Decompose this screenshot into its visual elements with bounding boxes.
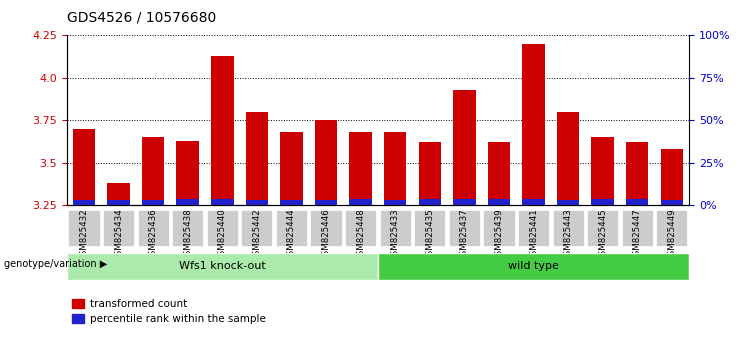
FancyBboxPatch shape [242,210,273,246]
FancyBboxPatch shape [345,210,376,246]
FancyBboxPatch shape [414,210,445,246]
Bar [661,149,683,205]
FancyBboxPatch shape [587,210,618,246]
Bar [211,199,233,205]
Text: GSM825437: GSM825437 [460,209,469,262]
Text: GSM825436: GSM825436 [149,209,158,262]
Bar [557,200,579,205]
Text: GDS4526 / 10576680: GDS4526 / 10576680 [67,11,216,25]
Text: wild type: wild type [508,261,559,272]
FancyBboxPatch shape [449,210,480,246]
Bar [280,200,303,205]
Text: GSM825432: GSM825432 [79,209,88,262]
Bar [245,112,268,205]
Bar [315,200,337,205]
Text: GSM825447: GSM825447 [633,209,642,262]
Bar [453,199,476,205]
FancyBboxPatch shape [553,210,584,246]
Bar [453,90,476,205]
FancyBboxPatch shape [68,210,99,246]
Text: GSM825444: GSM825444 [287,209,296,262]
Bar [488,199,510,205]
Text: GSM825440: GSM825440 [218,209,227,262]
Bar [176,141,199,205]
FancyBboxPatch shape [378,253,689,280]
Bar [142,200,165,205]
Text: Wfs1 knock-out: Wfs1 knock-out [179,261,266,272]
Bar [176,199,199,205]
Legend: transformed count, percentile rank within the sample: transformed count, percentile rank withi… [72,299,265,324]
FancyBboxPatch shape [657,210,688,246]
Bar [488,142,510,205]
Bar [280,132,303,205]
Text: GSM825439: GSM825439 [494,209,503,261]
FancyBboxPatch shape [622,210,653,246]
Bar [245,200,268,205]
Bar [349,132,372,205]
FancyBboxPatch shape [483,210,514,246]
Text: GSM825445: GSM825445 [598,209,607,262]
Text: GSM825448: GSM825448 [356,209,365,262]
Bar [522,199,545,205]
Text: GSM825438: GSM825438 [183,209,192,262]
Bar [522,44,545,205]
FancyBboxPatch shape [518,210,549,246]
Bar [384,200,406,205]
Bar [384,132,406,205]
Text: GSM825449: GSM825449 [668,209,677,261]
FancyBboxPatch shape [310,210,342,246]
Text: GSM825446: GSM825446 [322,209,330,262]
FancyBboxPatch shape [207,210,238,246]
Text: GSM825442: GSM825442 [253,209,262,262]
Bar [107,200,130,205]
Text: GSM825434: GSM825434 [114,209,123,262]
Bar [626,142,648,205]
Bar [591,199,614,205]
Bar [107,183,130,205]
Bar [315,120,337,205]
FancyBboxPatch shape [276,210,307,246]
Bar [557,112,579,205]
FancyBboxPatch shape [379,210,411,246]
FancyBboxPatch shape [67,253,378,280]
Bar [626,199,648,205]
Bar [142,137,165,205]
FancyBboxPatch shape [103,210,134,246]
Text: GSM825443: GSM825443 [564,209,573,262]
Text: GSM825441: GSM825441 [529,209,538,262]
Text: GSM825435: GSM825435 [425,209,434,262]
Bar [211,56,233,205]
Text: GSM825433: GSM825433 [391,209,399,262]
Bar [419,142,441,205]
Bar [349,199,372,205]
Text: genotype/variation ▶: genotype/variation ▶ [4,259,107,269]
Bar [419,199,441,205]
FancyBboxPatch shape [138,210,169,246]
Bar [73,200,95,205]
FancyBboxPatch shape [172,210,203,246]
Bar [591,137,614,205]
Bar [73,129,95,205]
Bar [661,200,683,205]
